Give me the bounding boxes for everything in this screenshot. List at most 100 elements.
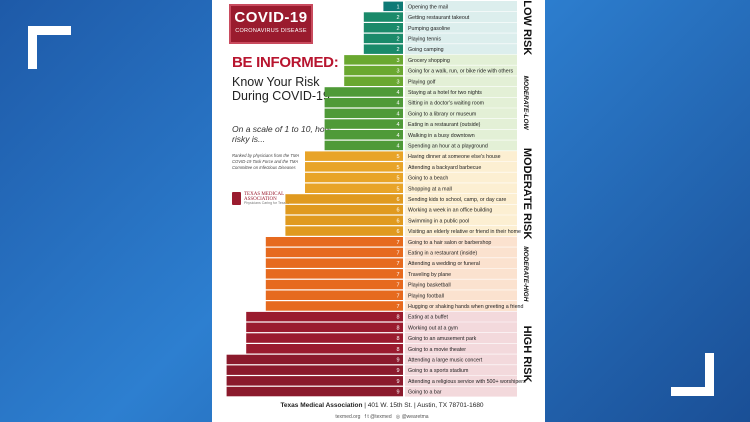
corner-bracket-bottom-right [671,353,714,396]
bar-21 [285,215,403,226]
footer-social: texmed.org f t @texmed ◎ @wearetma [252,414,512,420]
activity-label-34: Attending a large music concert [408,357,483,363]
bar-value-10: 4 [396,101,399,107]
bar-value-23: 7 [396,240,399,246]
bar-14 [324,140,403,151]
activity-label-11: Going to a library or museum [408,111,477,117]
bar-value-18: 5 [396,186,399,192]
activity-label-36: Attending a religious service with 500+ … [408,379,526,385]
bar-19 [285,194,403,204]
bar-value-3: 2 [396,26,399,32]
bar-10 [324,97,403,108]
bar-value-30: 8 [396,315,399,321]
bar-4 [363,33,403,44]
bar-23 [265,237,403,247]
risk-band-label-2: MODERATE RISK [521,148,533,240]
bar-36 [226,376,403,386]
activity-label-10: Sitting in a doctor's waiting room [408,101,485,107]
tma-logo-name: TEXAS MEDICAL ASSOCIATION [244,192,284,202]
bar-value-19: 6 [396,197,399,203]
activity-label-27: Playing basketball [408,283,451,289]
bar-30 [246,311,403,322]
bar-value-24: 7 [396,250,399,256]
subhead: Know Your Risk During COVID-19 [232,75,330,103]
activity-label-37: Going to a bar [408,390,442,396]
bar-value-14: 4 [396,143,399,149]
bar-35 [226,365,403,375]
bar-value-2: 2 [396,15,399,21]
bar-value-22: 6 [396,229,399,235]
bar-32 [246,333,403,343]
footer-street: 401 W. 15th St. [367,402,413,409]
bar-value-1: 1 [396,4,399,10]
activity-label-13: Walking in a busy downtown [408,133,475,139]
footer-org: Texas Medical Association [280,402,363,409]
instagram-icon[interactable]: ◎ [395,414,401,420]
bar-value-36: 9 [396,379,399,385]
bar-2 [363,12,403,22]
bar-15 [305,151,403,161]
activity-label-35: Going to a sports stadium [408,368,469,374]
footer-website[interactable]: texmed.org [335,414,361,420]
bar-1 [383,1,403,12]
activity-label-15: Having dinner at someone else's house [408,154,501,160]
activity-label-4: Playing tennis [408,36,441,42]
bar-9 [324,87,403,97]
bar-26 [265,269,403,279]
bar-value-33: 8 [396,347,399,353]
activity-label-6: Grocery shopping [408,58,450,64]
bar-37 [226,386,403,397]
ranked-by-text: Ranked by physicians from the TMA COVID-… [232,153,300,170]
activity-label-7: Going for a walk, run, or bike ride with… [408,69,513,75]
activity-label-21: Swimming in a public pool [408,218,469,224]
risk-band-label-1: MODERATE-LOW [522,76,529,131]
logo-title: COVID-19 [234,9,308,26]
risk-band-bg-0 [405,1,517,55]
facebook-icon[interactable]: f [364,414,366,420]
bar-value-37: 9 [396,390,399,396]
footer-social-handle-2[interactable]: @wearetma [401,414,429,420]
twitter-icon[interactable]: t [367,414,369,420]
activity-label-32: Going to an amusement park [408,336,477,342]
bar-18 [305,183,403,193]
bar-13 [324,130,403,140]
footer-social-handle-1[interactable]: @texmed [370,414,392,420]
bar-25 [265,258,403,268]
bar-24 [265,247,403,258]
bar-value-12: 4 [396,122,399,128]
bar-value-34: 9 [396,357,399,363]
activity-label-1: Opening the mail [408,4,448,10]
activity-label-5: Going camping [408,47,444,53]
activity-label-19: Sending kids to school, camp, or day car… [408,197,506,203]
activity-label-29: Hugging or shaking hands when greeting a… [408,304,523,310]
activity-label-14: Spending an hour at a playground [408,143,488,149]
risk-band-label-0: LOW RISK [521,0,533,55]
bar-20 [285,204,403,215]
activity-label-20: Working a week in an office building [408,208,492,214]
bar-value-4: 2 [396,36,399,42]
footer-address: Texas Medical Association | 401 W. 15th … [280,402,484,409]
activity-label-16: Attending a backyard barbecue [408,165,481,171]
activity-label-9: Staying at a hotel for two nights [408,90,482,96]
risk-band-bg-3 [405,236,517,312]
bar-6 [344,55,403,65]
activity-label-12: Eating in a restaurant (outside) [408,122,481,128]
bar-28 [265,290,403,300]
bar-value-29: 7 [396,304,399,310]
activity-label-8: Playing golf [408,79,436,85]
corner-bracket-top-left [28,26,71,69]
bar-7 [344,65,403,76]
bar-value-28: 7 [396,293,399,299]
bar-27 [265,279,403,290]
risk-band-label-4: HIGH RISK [521,326,533,383]
risk-band-label-3: MODERATE-HIGH [522,246,529,301]
logo-subtitle: CORONAVIRUS DISEASE [235,28,307,34]
bar-value-5: 2 [396,47,399,53]
bar-12 [324,119,403,129]
risk-poster: COVID-19 CORONAVIRUS DISEASE BE INFORMED… [212,0,545,422]
activity-label-23: Going to a hair salon or barbershop [408,240,491,246]
footer-city: Austin, TX 78701-1680 [417,402,484,409]
activity-label-25: Attending a wedding or funeral [408,261,480,267]
bar-value-31: 8 [396,325,399,331]
activity-label-22: Visiting an elderly relative or friend i… [408,229,521,235]
